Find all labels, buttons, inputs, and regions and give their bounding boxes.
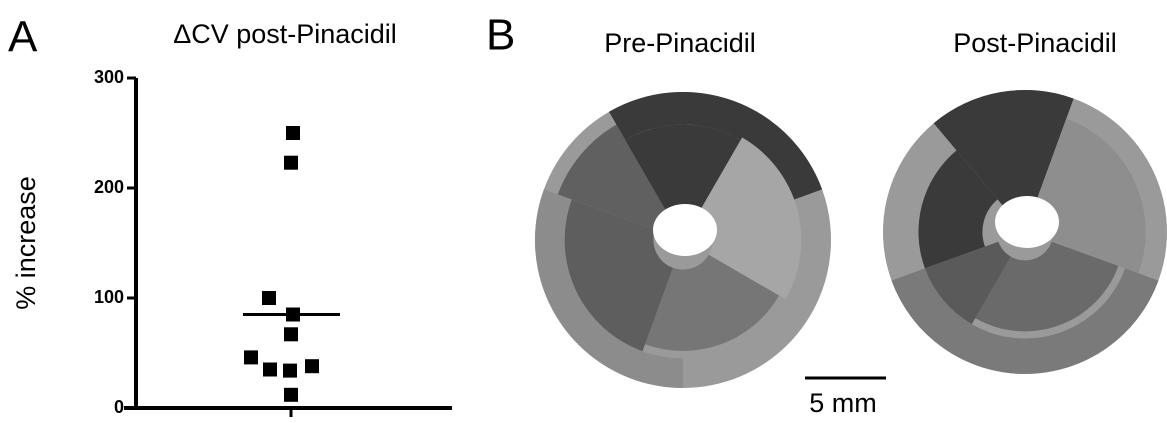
point (283, 364, 297, 378)
map-lumen (995, 196, 1059, 248)
y-tick-label: 0 (114, 397, 124, 417)
point (284, 156, 298, 170)
point (263, 363, 277, 377)
point (244, 350, 258, 364)
point (305, 359, 319, 373)
y-tick-label: 100 (94, 287, 124, 307)
point (286, 126, 300, 140)
point (262, 291, 276, 305)
activation-maps (535, 90, 1167, 388)
image-title: Pre-Pinacidil (604, 28, 756, 58)
image-title: Post-Pinacidil (953, 28, 1117, 58)
scale-bar-label: 5 mm (809, 388, 877, 418)
y-tick-label: 200 (94, 177, 124, 197)
panel-label: A (8, 13, 38, 62)
figure: A B ΔCV post-Pinacidil % increase Pre-Pi… (0, 0, 1167, 423)
point (284, 327, 298, 341)
point (284, 388, 298, 402)
y-axis-label: % increase (11, 176, 41, 310)
map-lumen (653, 204, 717, 256)
y-tick-label: 300 (94, 67, 124, 87)
chart-title: ΔCV post-Pinacidil (173, 19, 397, 49)
panel-label: B (486, 11, 515, 60)
